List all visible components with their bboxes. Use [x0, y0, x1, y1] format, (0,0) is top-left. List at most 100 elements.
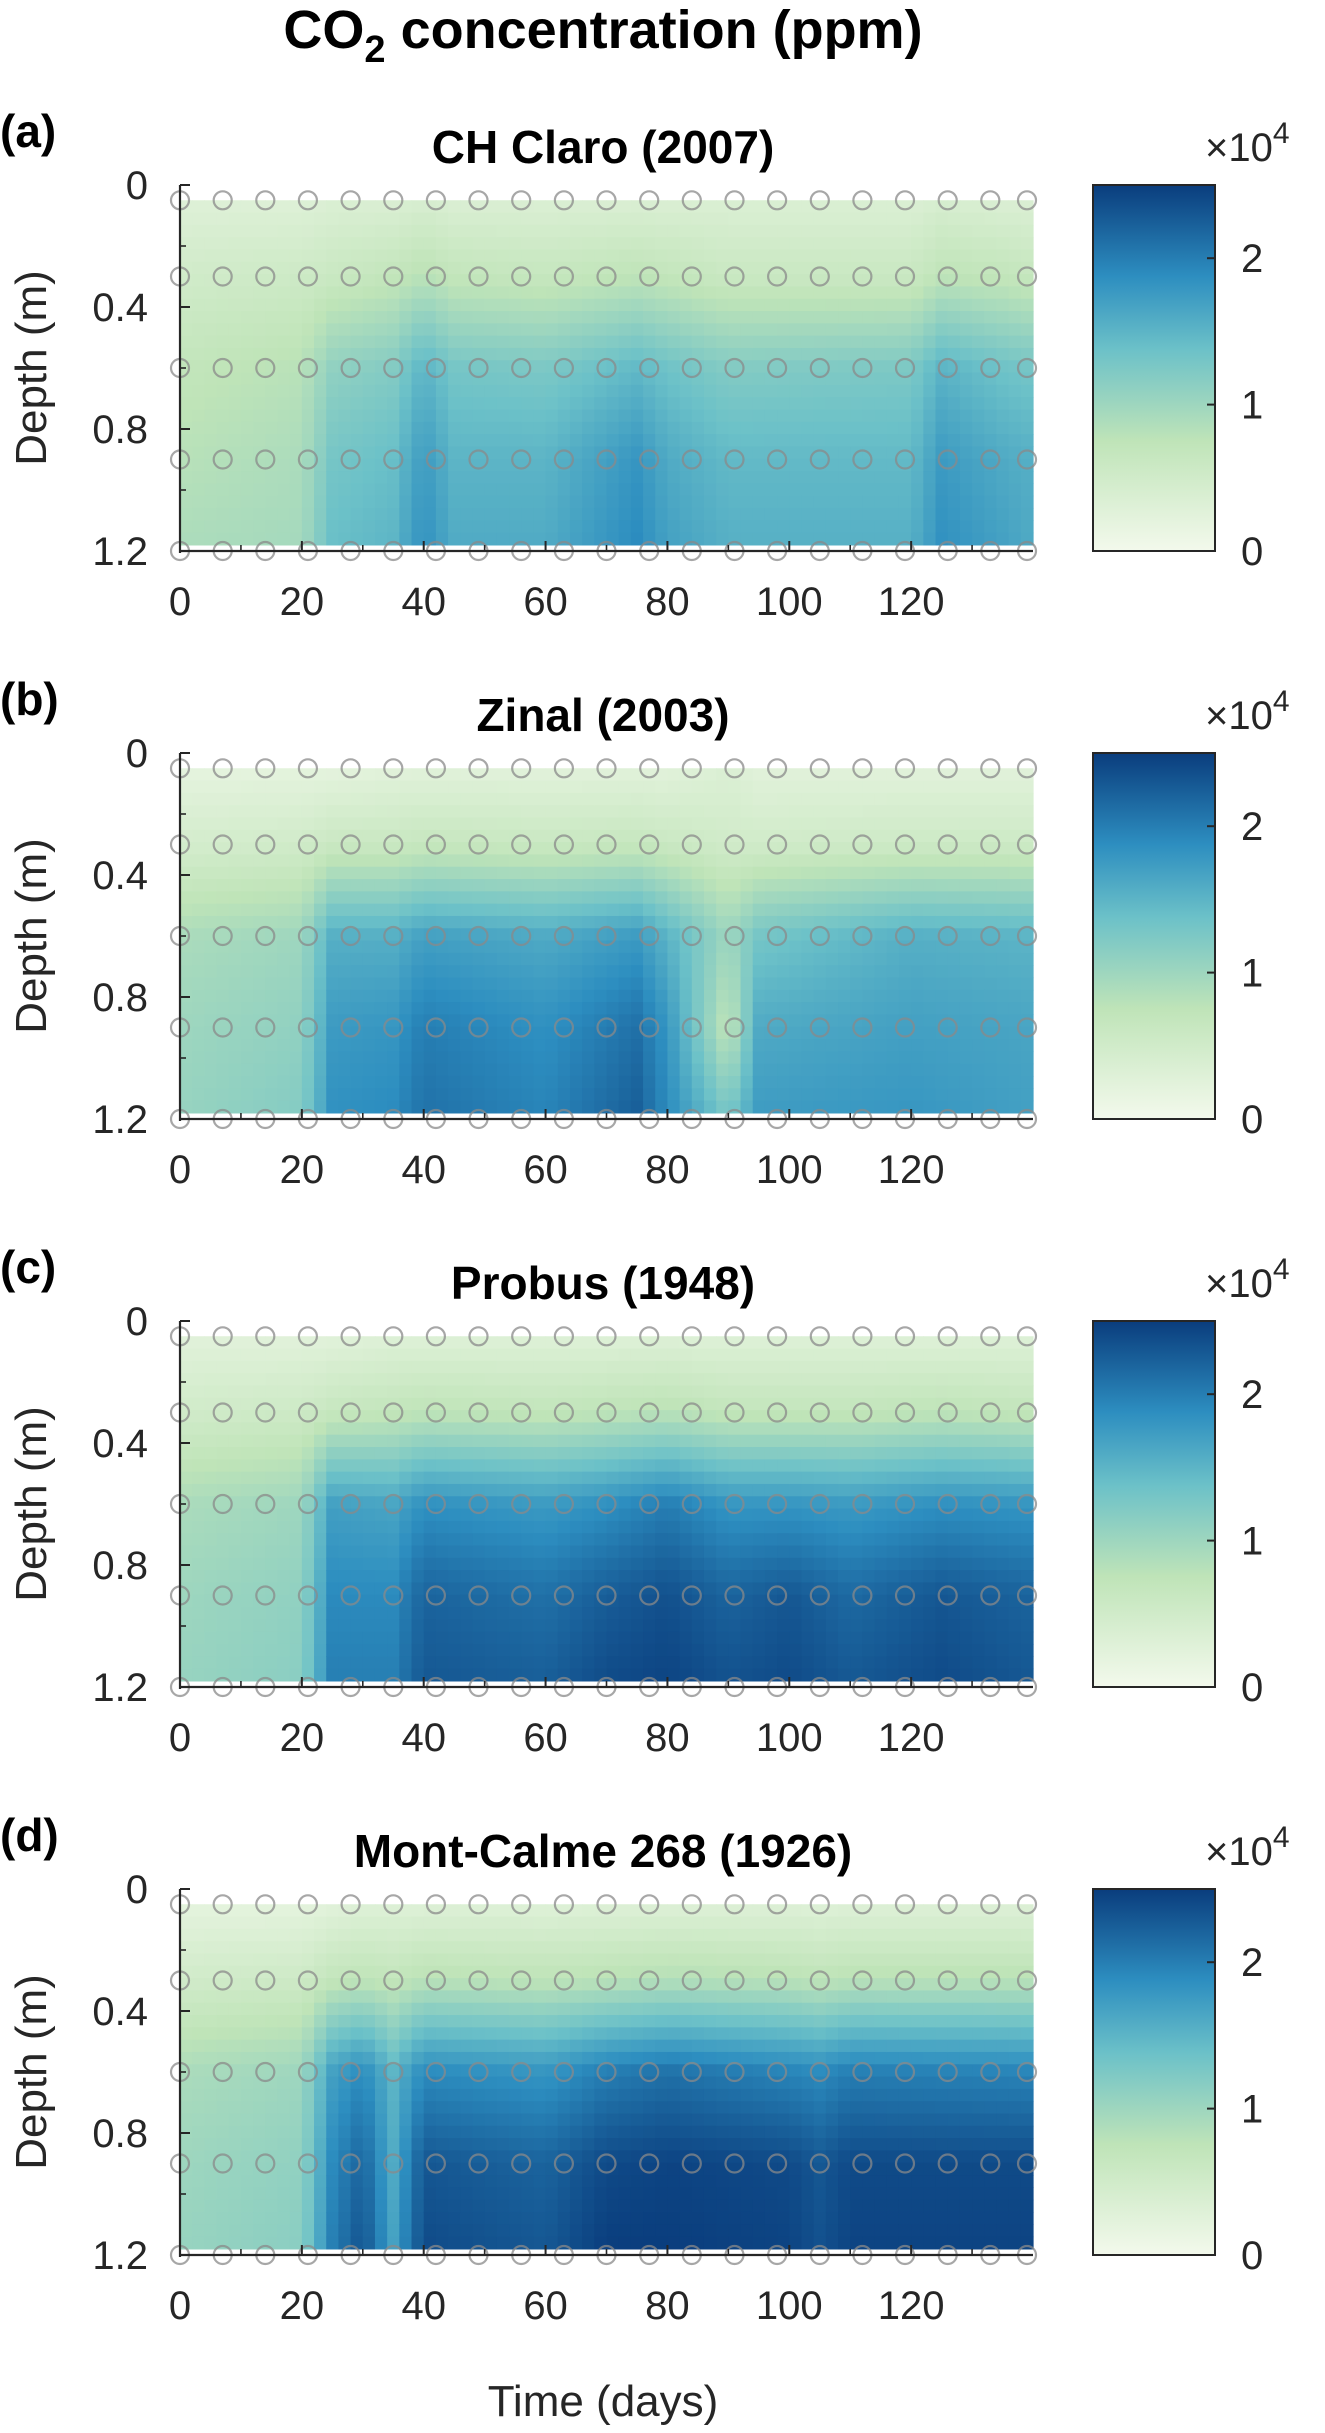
heatmap-cell — [399, 335, 413, 349]
heatmap-cell — [923, 866, 937, 880]
heatmap-cell — [703, 446, 717, 460]
heatmap-cell — [204, 347, 218, 361]
heatmap-cell — [460, 792, 474, 806]
heatmap-cell — [874, 977, 888, 991]
heatmap-cell — [874, 1088, 888, 1102]
heatmap-cell — [448, 1459, 461, 1473]
heatmap-cell — [448, 989, 461, 1003]
heatmap-cell — [898, 507, 912, 521]
heatmap-cell — [374, 224, 388, 238]
heatmap-cell — [509, 965, 522, 979]
heatmap-cell — [399, 421, 413, 435]
heatmap-cell — [655, 507, 669, 521]
heatmap-cell — [923, 335, 937, 349]
sensor-marker — [511, 266, 532, 287]
heatmap-cell — [326, 1434, 340, 1448]
heatmap-cell — [850, 817, 863, 831]
heatmap-cell — [387, 1570, 400, 1584]
heatmap-cell — [521, 409, 534, 423]
heatmap-cell — [484, 1434, 498, 1448]
y-tick-label: 0.4 — [92, 286, 148, 330]
heatmap-cell — [265, 854, 279, 868]
sensor-marker — [511, 1017, 532, 1038]
heatmap-cell — [350, 520, 364, 534]
heatmap-cell — [521, 483, 534, 497]
heatmap-cell — [448, 212, 461, 226]
heatmap-cell — [387, 977, 400, 991]
heatmap-cell — [338, 237, 352, 251]
heatmap-cell — [314, 384, 327, 398]
heatmap-cell — [399, 879, 413, 892]
heatmap-cell — [862, 879, 876, 892]
heatmap-cell — [582, 298, 595, 312]
heatmap-cell — [277, 928, 291, 942]
heatmap-cell — [265, 903, 279, 917]
heatmap-cell — [228, 866, 242, 880]
heatmap-cell — [435, 1643, 449, 1657]
heatmap-cell — [606, 989, 620, 1003]
heatmap-cell — [959, 298, 973, 312]
heatmap-cell — [301, 1026, 315, 1040]
heatmap-cell — [362, 879, 376, 892]
heatmap-cell — [1020, 1014, 1034, 1028]
heatmap-cell — [192, 421, 205, 435]
heatmap-cell — [643, 1026, 656, 1040]
heatmap-cell — [472, 446, 486, 460]
heatmap-cell — [374, 1668, 388, 1682]
heatmap-cell — [703, 1051, 717, 1065]
heatmap-cell — [618, 495, 632, 509]
heatmap-cell — [326, 891, 340, 905]
heatmap-cell — [716, 311, 729, 324]
heatmap-cell — [362, 1410, 376, 1424]
heatmap-cell — [240, 458, 254, 472]
heatmap-cell — [813, 903, 827, 917]
heatmap-cell — [314, 495, 327, 509]
heatmap-cell — [301, 212, 315, 226]
heatmap-cell — [460, 409, 474, 423]
heatmap-cell — [984, 237, 998, 251]
heatmap-cell — [472, 1373, 486, 1387]
heatmap-cell — [959, 866, 973, 880]
heatmap-cell — [216, 483, 230, 497]
heatmap-cell — [216, 1385, 230, 1399]
heatmap-cell — [582, 446, 595, 460]
heatmap-cell — [350, 780, 364, 794]
heatmap-cell — [496, 1594, 510, 1608]
heatmap-cell — [545, 805, 559, 819]
heatmap-cell — [180, 1063, 193, 1077]
heatmap-cell — [240, 891, 254, 905]
heatmap-cell — [399, 249, 413, 263]
heatmap-cell — [582, 237, 595, 251]
heatmap-cell — [606, 311, 620, 324]
heatmap-cell — [752, 965, 766, 979]
heatmap-cell — [972, 792, 985, 806]
heatmap-cell — [448, 1063, 461, 1077]
heatmap-cell — [301, 903, 315, 917]
heatmap-cell — [557, 891, 571, 905]
heatmap-cell — [509, 780, 522, 794]
heatmap-cell — [180, 817, 193, 831]
heatmap-cell — [399, 323, 413, 337]
heatmap-cell — [898, 1063, 912, 1077]
heatmap-cell — [850, 421, 863, 435]
heatmap-cell — [204, 397, 218, 411]
heatmap-cell — [764, 915, 778, 929]
heatmap-cell — [959, 1075, 973, 1089]
sensor-marker — [852, 190, 873, 211]
heatmap-cell — [618, 1075, 632, 1089]
heatmap-cell — [350, 384, 364, 398]
heatmap-cell — [387, 1496, 400, 1510]
heatmap-cell — [289, 989, 303, 1003]
heatmap-cell — [655, 1100, 669, 1114]
heatmap-cell — [216, 1002, 230, 1016]
heatmap-cell — [411, 780, 425, 794]
heatmap-cell — [277, 409, 291, 423]
sensor-marker — [468, 190, 489, 211]
heatmap-cell — [667, 458, 681, 472]
heatmap-cell — [801, 507, 815, 521]
heatmap-cell — [716, 224, 729, 238]
heatmap-cell — [216, 224, 230, 238]
heatmap-cell — [240, 805, 254, 819]
heatmap-cell — [533, 458, 547, 472]
heatmap-cell — [338, 1607, 352, 1620]
